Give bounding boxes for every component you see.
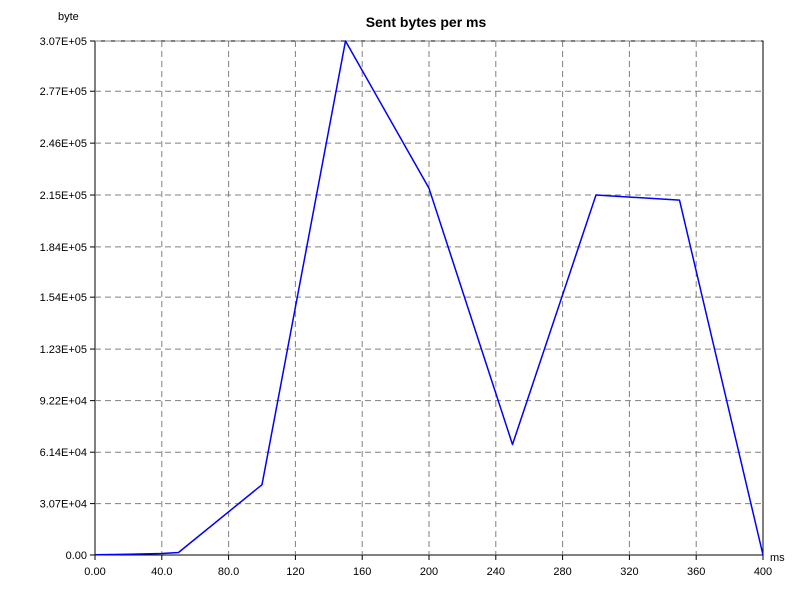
x-tick-label: 320 [620,566,638,578]
y-tick-label: 6.14E+04 [40,447,87,459]
x-tick-label: 40.0 [151,566,172,578]
x-tick-label: 200 [420,566,438,578]
x-tick-label: 400 [754,566,772,578]
x-tick-label: 280 [553,566,571,578]
y-tick-label: 3.07E+05 [40,36,87,48]
y-tick-label: 1.84E+05 [40,242,87,254]
series-layer [94,40,764,556]
y-tick-label: 2.15E+05 [40,190,87,202]
x-axis-ticks: 0.00 40.0 80.0 120 160 200 240 280 320 360 400 [84,555,772,578]
y-axis-label: byte [58,11,79,23]
y-tick-label: 3.07E+04 [40,499,87,511]
y-tick-label: 9.22E+04 [40,396,87,408]
x-axis-label: ms [770,552,785,564]
y-tick-label: 0.00 [66,550,87,562]
y-tick-label: 2.46E+05 [40,138,87,150]
x-tick-label: 160 [353,566,371,578]
x-tick-label: 80.0 [218,566,239,578]
grid-lines [95,40,763,555]
x-tick-label: 120 [286,566,304,578]
x-tick-label: 360 [687,566,705,578]
y-tick-label: 1.23E+05 [40,344,87,356]
x-tick-label: 0.00 [84,566,105,578]
x-tick-label: 240 [487,566,505,578]
y-tick-label: 1.54E+05 [40,292,87,304]
plot-area [94,40,764,556]
y-tick-label: 2.77E+05 [40,86,87,98]
y-axis-ticks: 0.00 3.07E+04 6.14E+04 9.22E+04 1.23E+05 1.54… [40,36,95,562]
chart-title: Sent bytes per ms [366,14,487,30]
